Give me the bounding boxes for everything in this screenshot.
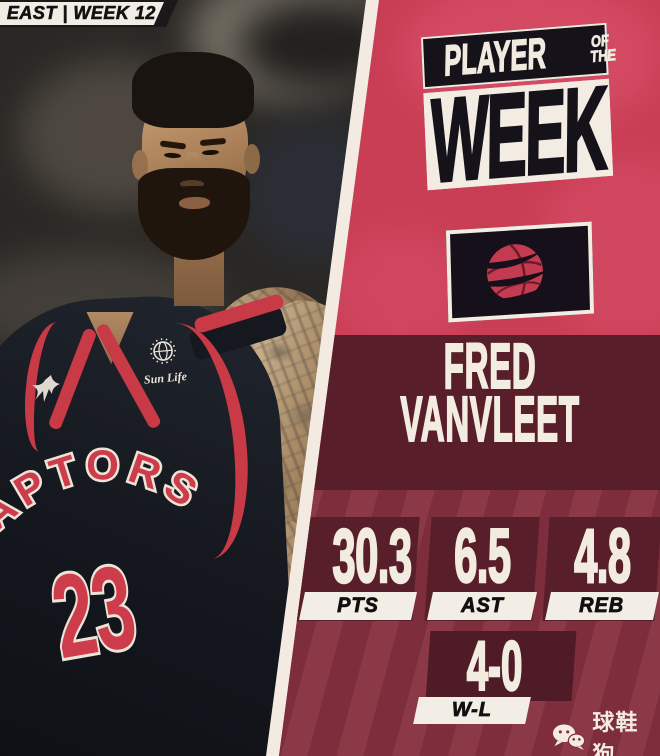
jersey-team-wordmark: RAPTORS <box>0 439 207 568</box>
name-band <box>279 335 660 490</box>
nose-shadow <box>180 180 204 188</box>
record-value: 4-0 <box>466 627 523 705</box>
stat-label-pts: PTS <box>299 592 417 620</box>
stat-value-ast: 6.5 <box>453 514 511 599</box>
watermark-text: 球鞋狗 <box>592 710 639 756</box>
sunlife-patch: Sun Life <box>126 335 202 389</box>
potw-ofthe-text: OF THE <box>589 32 617 66</box>
stat-label-reb: REB <box>545 592 659 620</box>
player-head <box>122 52 272 306</box>
player-name: FRED VANVLEET <box>300 330 660 455</box>
player-first-name: FRED <box>443 330 537 402</box>
potw-week-text: WEEK <box>429 60 608 208</box>
potw-week-block: WEEK <box>423 60 614 209</box>
mustache <box>174 186 214 197</box>
jumpman-logo-icon <box>32 375 60 402</box>
sunlife-globe-icon <box>150 338 176 364</box>
raptors-logo <box>445 221 595 323</box>
stat-label-ast: AST <box>427 592 537 620</box>
jersey-number: 23 <box>40 537 145 686</box>
jersey-number-text: 23 <box>43 539 144 683</box>
stat-value-reb: 4.8 <box>573 514 631 599</box>
badge-face: EAST | WEEK 12 <box>0 2 165 25</box>
badge-text: EAST | WEEK 12 <box>6 3 157 24</box>
watermark: 球鞋狗 <box>552 705 660 756</box>
player-last-name: VANVLEET <box>400 383 580 455</box>
record-label: W-L <box>413 697 531 724</box>
stat-value-pts: 30.3 <box>332 514 413 599</box>
raptors-claw-basketball-icon <box>471 243 551 304</box>
ear <box>132 150 148 180</box>
ear <box>244 144 260 174</box>
wechat-icon <box>552 724 586 750</box>
hairline <box>144 80 246 104</box>
player-of-the-week-logo: PLAYER OF THE WEEK <box>420 22 616 209</box>
